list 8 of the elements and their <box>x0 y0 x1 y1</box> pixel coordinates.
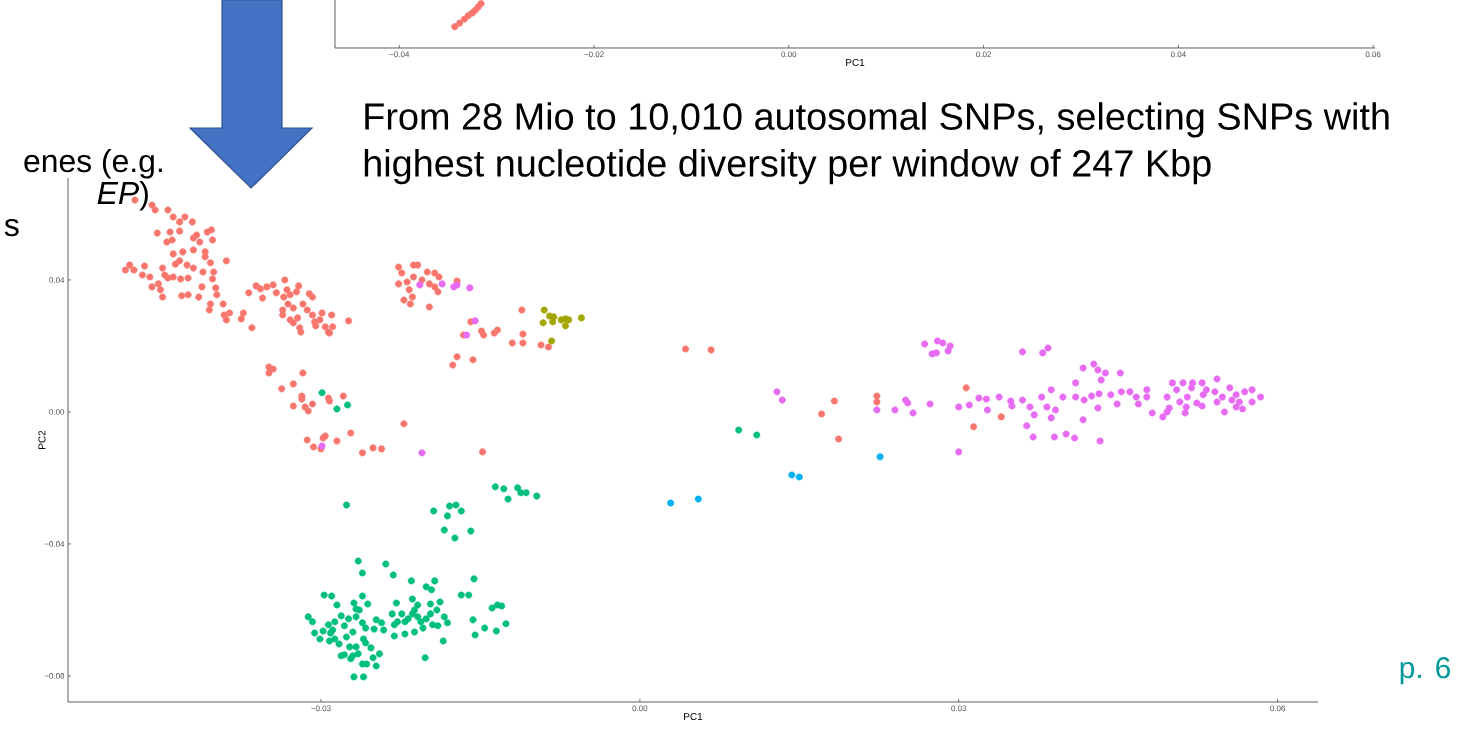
annotation: enes (e.g. <box>24 148 162 179</box>
annotation: EP) <box>97 180 148 211</box>
x-axis-title: PC1 <box>846 59 865 67</box>
text: p. 6 <box>1400 657 1451 685</box>
x-axis-title: PC1 <box>684 713 703 721</box>
y-axis-title: PC2 <box>38 430 46 449</box>
chart-title: From 28 Mio to 10,010 autosomal SNPs, selecting SNPs with highest nucleotide diversity per window of 247 Kbp <box>364 102 1389 185</box>
text: s <box>4 218 19 237</box>
